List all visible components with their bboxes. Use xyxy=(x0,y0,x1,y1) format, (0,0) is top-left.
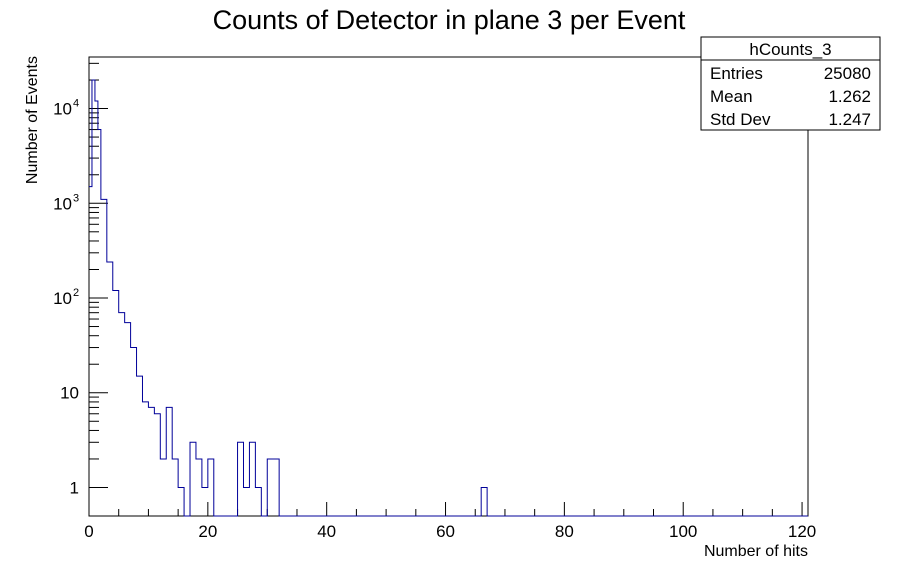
histogram-bin xyxy=(131,348,137,516)
x-tick-label: 20 xyxy=(198,522,217,541)
histogram-bin xyxy=(137,376,143,516)
histogram-bin xyxy=(154,414,160,516)
x-tick-label: 0 xyxy=(84,522,93,541)
y-tick-label: 1 xyxy=(70,478,79,497)
histogram-bin xyxy=(255,487,261,516)
histogram-bin xyxy=(101,199,107,516)
histogram-bin xyxy=(119,313,125,516)
stats-entries-value: 25080 xyxy=(824,64,871,83)
histogram-series xyxy=(89,79,808,517)
histogram-bin xyxy=(202,487,208,516)
histogram-bin xyxy=(196,459,202,516)
y-tick-exponent: 3 xyxy=(73,192,79,204)
plot-frame xyxy=(88,56,809,517)
stats-stddev-value: 1.247 xyxy=(828,110,871,129)
histogram-bin xyxy=(273,459,279,516)
histogram-bin xyxy=(238,442,244,516)
x-tick-label: 60 xyxy=(436,522,455,541)
histogram-bin xyxy=(113,291,119,516)
y-tick-label: 10 xyxy=(53,289,72,308)
histogram-bin xyxy=(249,442,255,516)
histogram-bin xyxy=(208,459,214,516)
histogram-bin xyxy=(267,459,273,516)
histogram-outline xyxy=(89,79,808,517)
stats-stddev-label: Std Dev xyxy=(710,110,771,129)
stats-mean-label: Mean xyxy=(710,87,753,106)
x-axis-label: Number of hits xyxy=(704,543,808,560)
histogram-bin xyxy=(481,487,487,516)
x-tick-label: 40 xyxy=(317,522,336,541)
histogram-bin xyxy=(125,323,131,516)
chart-title: Counts of Detector in plane 3 per Event xyxy=(213,5,686,35)
y-tick-label: 10 xyxy=(60,384,79,403)
y-tick-exponent: 2 xyxy=(73,287,79,299)
histogram-bin xyxy=(95,152,101,516)
x-axis-ticks: 0 20 40 60 80 100 120 xyxy=(84,502,816,541)
histogram-bin xyxy=(190,442,196,516)
stats-box: hCounts_3 Entries 25080 Mean 1.262 Std D… xyxy=(700,36,881,131)
histogram-bin xyxy=(160,459,166,516)
histogram-bin xyxy=(142,402,148,516)
y-tick-label: 10 xyxy=(53,194,72,213)
y-tick-label: 10 xyxy=(53,100,72,119)
histogram-bin xyxy=(178,487,184,516)
histogram-bin xyxy=(107,262,113,516)
histogram-bin xyxy=(172,459,178,516)
stats-mean-value: 1.262 xyxy=(828,87,871,106)
x-tick-label: 120 xyxy=(788,522,816,541)
histogram-bin xyxy=(166,407,172,516)
histogram-bin xyxy=(148,407,154,516)
y-tick-exponent: 4 xyxy=(73,98,79,110)
histogram-bin xyxy=(243,487,249,516)
stats-entries-label: Entries xyxy=(710,64,763,83)
stats-box-frame xyxy=(700,36,881,131)
x-tick-label: 100 xyxy=(669,522,697,541)
y-axis-label: Number of Events xyxy=(24,56,41,184)
stats-box-title: hCounts_3 xyxy=(749,40,831,59)
x-tick-label: 80 xyxy=(555,522,574,541)
